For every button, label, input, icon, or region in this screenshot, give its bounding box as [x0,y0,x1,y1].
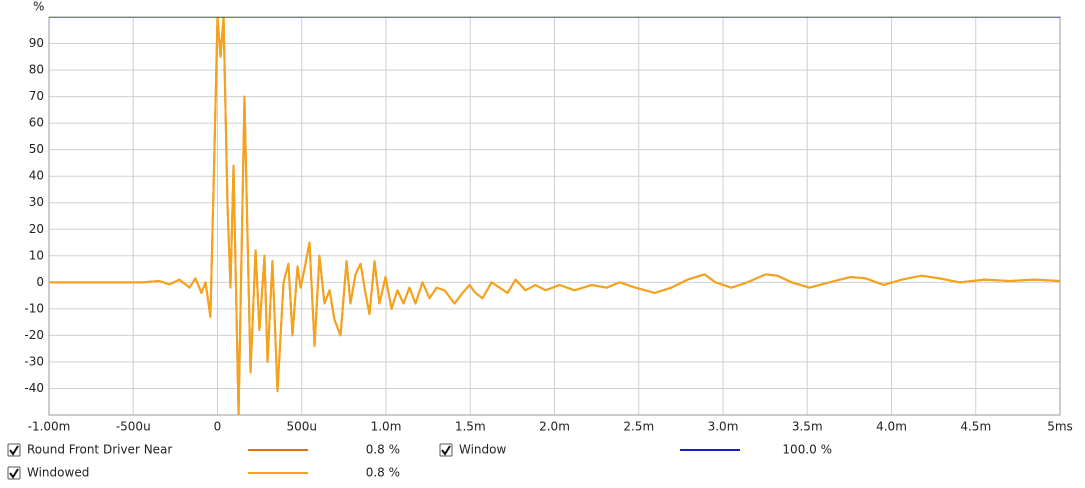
x-tick-label: 0 [214,420,222,434]
x-tick-label: 500u [286,420,317,434]
x-tick-label: -500u [116,420,151,434]
x-tick-label: 4.5m [960,420,991,434]
series-line [49,17,1060,415]
y-axis-label: % [33,0,44,14]
x-tick-label: 5ms [1047,420,1073,434]
x-tick-label: 3.5m [792,420,823,434]
legend-checkmark [9,445,19,456]
legend-name[interactable]: Windowed [27,466,89,480]
y-tick-label: -20 [24,328,44,342]
legend-name[interactable]: Round Front Driver Near [27,443,172,457]
y-tick-label: 0 [36,275,44,289]
y-tick-label: 40 [29,169,44,183]
x-tick-label: 1.5m [455,420,486,434]
x-tick-label: 1.0m [371,420,402,434]
legend-readout: 100.0 % [782,443,832,457]
y-tick-label: 30 [29,195,44,209]
y-tick-label: -40 [24,381,44,395]
y-tick-label: 20 [29,222,44,236]
y-tick-label: 90 [29,36,44,50]
y-tick-label: 70 [29,89,44,103]
legend-checkmark [441,445,451,456]
legend-name[interactable]: Window [459,443,507,457]
x-tick-label: 4.0m [876,420,907,434]
x-tick-label: -1.00m [28,420,71,434]
legend-readout: 0.8 % [366,466,400,480]
x-tick-label: 2.5m [623,420,654,434]
y-tick-label: 50 [29,142,44,156]
y-tick-label: 60 [29,116,44,130]
y-tick-label: 80 [29,63,44,77]
y-tick-label: -30 [24,354,44,368]
y-tick-label: -10 [24,301,44,315]
x-tick-label: 2.0m [539,420,570,434]
x-tick-label: 3.0m [708,420,739,434]
legend-readout: 0.8 % [366,443,400,457]
legend-checkmark [9,468,19,479]
y-tick-label: 10 [29,248,44,262]
